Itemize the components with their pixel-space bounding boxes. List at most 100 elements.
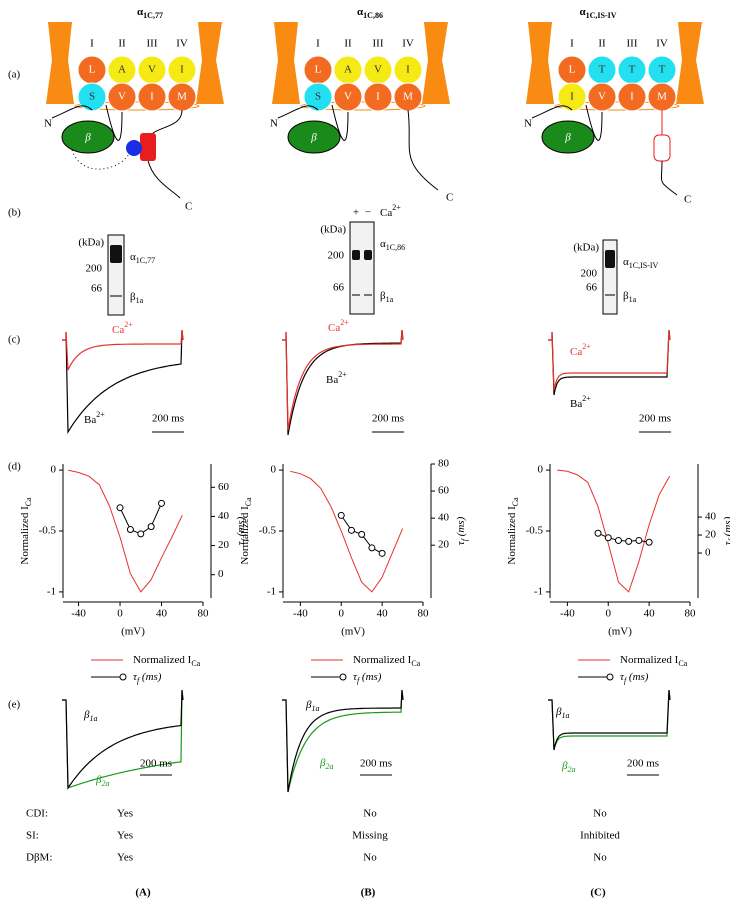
interaction: [71, 149, 131, 170]
c-label: C: [684, 194, 691, 206]
lane-ion-main: Ca: [380, 207, 392, 219]
panel-label: (d): [8, 461, 21, 473]
column-title-sub: 1C,77: [143, 11, 163, 20]
y-tick-label: -0.5: [526, 525, 544, 537]
subunit-label: I: [570, 91, 574, 103]
linker: [331, 104, 349, 141]
linker: [51, 105, 93, 119]
blot-band: [110, 245, 122, 263]
n-label: N: [270, 118, 278, 130]
blot-band-label-sub: 1a: [136, 296, 144, 305]
blot-band-label-main: α: [130, 251, 136, 263]
tau-point: [137, 530, 145, 538]
legend-label-sub: Ca: [678, 659, 687, 668]
x-axis-label: (mV): [341, 626, 365, 638]
y2-tick-label: 40: [705, 511, 717, 523]
tau-point: [645, 538, 653, 546]
c-tail: [660, 160, 678, 196]
beta1a-trace: [62, 689, 184, 790]
subunit-label: V: [148, 64, 156, 76]
y2-axis-label-main: τ: [722, 540, 730, 545]
beta-trace-label-sub: 2a: [567, 765, 575, 774]
subunit-label: I: [630, 91, 634, 103]
y-tick-label: 0: [271, 464, 277, 476]
scale-label: 200 ms: [140, 758, 172, 770]
beta-trace-label: β2a: [561, 760, 575, 775]
beta-subunit: [287, 120, 341, 154]
subunit: [107, 82, 137, 112]
tau-point: [604, 534, 612, 542]
blot-band: [605, 294, 615, 296]
blot-marker: 200: [328, 250, 345, 262]
linker: [531, 105, 573, 119]
x-axis-label: (mV): [608, 626, 632, 638]
beta-subunit: [61, 120, 115, 154]
blot-band-label-main: α: [623, 256, 629, 268]
subunit: [303, 82, 333, 112]
blot-unit: (kDa): [78, 237, 104, 249]
linker: [277, 105, 319, 119]
beta-trace-label: β1a: [83, 709, 97, 724]
x-tick-label: 0: [605, 608, 611, 620]
y2-tick-label: 40: [438, 512, 450, 524]
blot-band: [352, 250, 360, 260]
beta-label: β: [310, 132, 317, 144]
subunit: [77, 82, 107, 112]
legend-label-after: (ms): [359, 671, 382, 683]
membrane-pillar: [676, 22, 704, 104]
x-tick-label: -40: [560, 608, 575, 620]
blot-band-label: α1C,77: [130, 251, 155, 266]
y2-tick-label: 60: [438, 485, 450, 497]
x-tick-label: 40: [156, 608, 168, 620]
subunit-label: I: [376, 91, 380, 103]
blot-band: [605, 250, 615, 268]
y2-tick-label: 80: [438, 458, 450, 470]
summary-value: Yes: [117, 830, 133, 842]
y-tick-label: -1: [47, 585, 56, 597]
y2-tick-label: 20: [218, 539, 230, 551]
repeat-label: III: [373, 38, 384, 50]
scale-label: 200 ms: [639, 413, 671, 425]
ion-label-main: Ca: [328, 322, 340, 334]
y2-axis-label-sub: f: [727, 537, 730, 541]
panel-label: (e): [8, 699, 21, 711]
ion-label: Ca2+: [570, 342, 591, 357]
blot-band-label-sub: 1a: [629, 295, 637, 304]
ca-trace: [282, 329, 404, 431]
column-title-main: α: [137, 6, 144, 18]
tau-point: [116, 504, 124, 512]
y2-axis-label: τf (ms): [455, 516, 470, 545]
legend-label-main: Normalized I: [620, 654, 679, 666]
column-title-main: α: [579, 6, 586, 18]
summary-label: DβM:: [26, 852, 52, 864]
y2-tick-label: 40: [218, 510, 230, 522]
y2-axis-label-main: τ: [235, 540, 247, 545]
tau-point: [337, 511, 345, 519]
tau-point: [147, 523, 155, 531]
blot-band-label-main: α: [380, 238, 386, 250]
tau-point: [378, 549, 386, 557]
y-tick-label: -1: [534, 585, 543, 597]
beta-trace-label: β2a: [95, 774, 109, 789]
x-tick-label: -40: [71, 608, 86, 620]
y2-axis-label-sub: f: [460, 537, 469, 541]
legend-label-main: Normalized I: [353, 654, 412, 666]
y2-tick-label: 20: [705, 529, 717, 541]
y-axis-label-sub: Ca: [244, 497, 253, 506]
ion-label: Ba2+: [326, 370, 347, 385]
x-tick-label: 40: [644, 608, 656, 620]
blot: [349, 221, 375, 315]
tau-point: [126, 526, 134, 534]
beta-trace-label: β1a: [555, 706, 569, 721]
summary-value: Yes: [117, 808, 133, 820]
membrane-edge: [74, 101, 200, 111]
legend-label-main: τ: [620, 671, 625, 683]
beta-trace-label-main: β: [319, 757, 326, 769]
summary-value: Yes: [117, 852, 133, 864]
y-axis-label-sub: Ca: [24, 497, 33, 506]
x-tick-label: 80: [685, 608, 697, 620]
legend-label-sub: f: [137, 676, 141, 685]
membrane-edge: [554, 101, 680, 111]
y2-tick-label: 20: [438, 539, 450, 551]
panel-label: (a): [8, 69, 21, 81]
